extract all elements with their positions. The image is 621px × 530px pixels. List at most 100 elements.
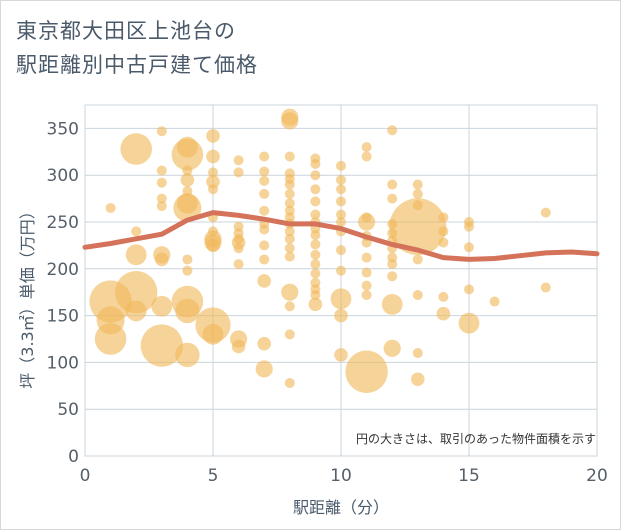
bubble [284,243,295,254]
x-tick-label: 0 [80,466,91,486]
bubble [202,323,224,345]
bubble [151,295,173,317]
bubble [156,193,167,204]
bubble [361,267,372,278]
size-note: 円の大きさは、取引のあった物件面積を示す [356,431,596,446]
bubble [336,245,346,256]
bubble [171,138,204,171]
bubble [464,221,474,232]
grid-lines [84,104,598,457]
y-tick-label: 100 [47,353,79,373]
bubble [208,184,218,195]
bubble [310,230,321,241]
bubble [182,254,193,265]
bubble [180,173,195,187]
bubble [208,167,218,178]
chart-title-line2: 駅距離別中古戸建て価格 [16,53,258,77]
bubble [257,336,272,351]
bubble [361,142,372,153]
bubble [361,151,372,162]
bubble [361,252,372,263]
bubble [182,165,193,176]
bubble [284,329,295,340]
bubble [387,179,398,190]
bubble [259,175,270,186]
bubble [233,155,244,166]
bubble [233,243,244,254]
y-tick-label: 250 [47,213,79,233]
bubble [156,177,167,188]
x-tick-label: 5 [208,466,219,486]
bubble [284,251,295,262]
bubble [284,179,295,190]
bubble [105,202,116,213]
bubble [412,188,423,199]
bubble [255,360,273,378]
bubble [540,282,551,293]
bubble [310,268,321,279]
bubble [387,259,398,270]
y-tick-label: 200 [47,260,79,280]
y-tick-label: 50 [57,400,79,420]
bubble [206,149,220,164]
bubble [310,259,321,270]
bubble [310,158,321,169]
y-tick-label: 350 [47,119,79,139]
bubble-series [89,108,551,393]
bubble [438,226,449,237]
bubble [259,188,270,199]
bubble [310,184,321,195]
bubble [156,201,167,212]
bubble [259,205,270,216]
bubble [436,306,451,321]
bubble [310,170,321,181]
y-tick-label: 150 [47,307,79,327]
bubble [259,254,270,265]
bubble [464,284,474,295]
bubble [412,254,423,265]
bubble [336,265,346,276]
bubble [387,125,398,136]
bubble [458,312,480,334]
trend-line [82,210,600,262]
bubble [281,112,299,130]
bubble [336,174,346,185]
bubble [156,126,167,137]
x-tick-label: 10 [330,466,352,486]
bubble [140,324,183,367]
bubble [358,213,376,231]
bubble [94,323,127,355]
bubble [233,259,244,270]
bubble [173,193,202,222]
bubble [383,339,401,357]
bubble [125,244,147,266]
bubble [175,298,200,324]
bubble [387,271,398,282]
bubble [381,293,403,315]
bubble [284,151,295,162]
bubble [336,160,346,171]
bubble [206,174,220,189]
bubble [310,290,321,301]
bubble [540,207,551,218]
bubble [308,297,323,312]
bubble [131,226,142,237]
bubble [257,274,272,288]
bubble [281,283,299,301]
bubble [464,242,474,253]
bubble [387,193,398,204]
bubble [438,237,449,248]
y-tick-label: 300 [47,166,79,186]
bubble [259,224,270,235]
x-tick-label: 20 [586,466,608,486]
bubble [284,198,295,209]
bubble [345,350,388,393]
bubble [438,291,449,302]
bubble [155,252,169,267]
chart-title-line1: 東京都大田区上池台の [16,19,236,43]
axis-ticks: 0 50 100 150 200 250 300 350 0 5 10 15 20 [47,119,608,486]
bubble [389,198,447,256]
bubble [336,217,346,227]
bubble [259,151,270,162]
